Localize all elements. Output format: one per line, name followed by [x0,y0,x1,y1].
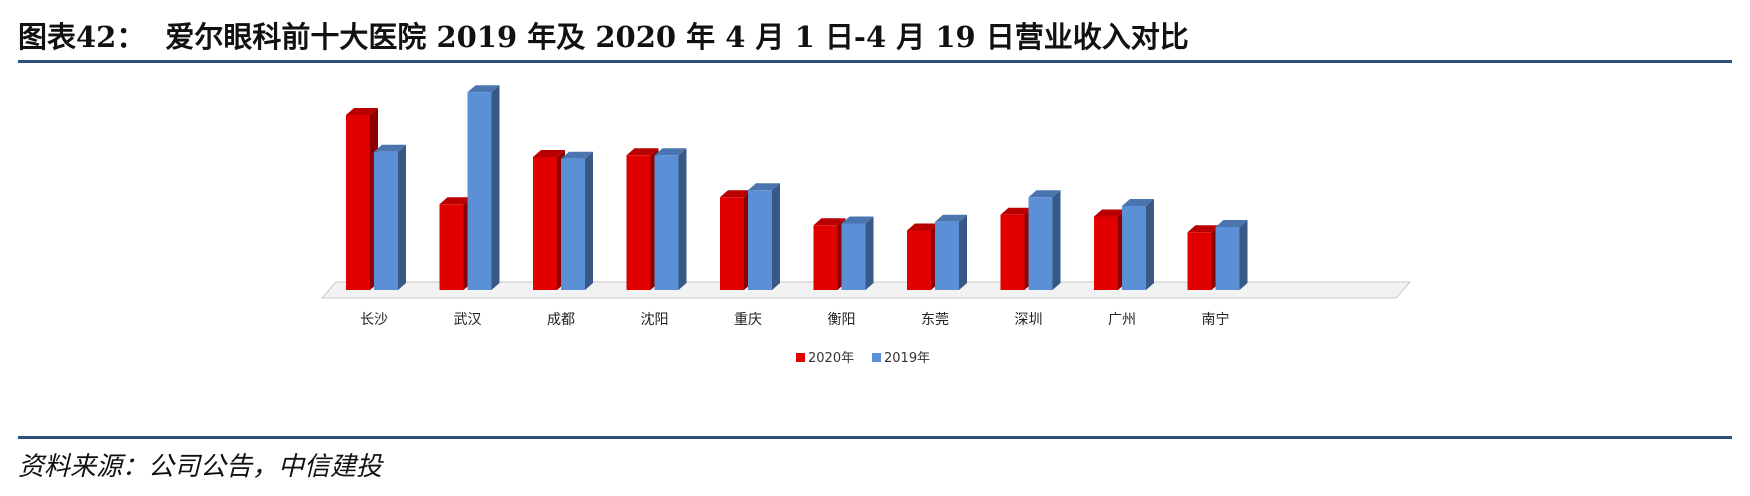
legend-swatch [872,353,881,362]
bar-2020-2 [439,197,472,290]
bar-2020-6 [813,218,846,290]
x-tick-label: 衡阳 [828,312,856,328]
bar-2019-7 [935,214,967,290]
x-tick-label: 东莞 [921,312,949,328]
bar-chart: 长沙 武汉 成都 沈阳 重庆 衡阳 东莞 深圳 广州 南宁 2020年 2019年 [320,85,1412,366]
x-tick-labels: 长沙 武汉 成都 沈阳 重庆 衡阳 东莞 深圳 广州 南宁 [360,311,1230,328]
bar-2020-4 [626,148,659,290]
legend-item-2020: 2020年 [796,351,854,366]
x-tick-label: 沈阳 [641,312,669,328]
title-divider [18,60,1732,63]
bar-2019-2 [467,85,500,290]
legend-label: 2019年 [884,351,930,366]
x-tick-label: 长沙 [360,312,388,328]
bar-2020-10 [1187,225,1220,290]
figure-title-text: 爱尔眼科前十大医院 2019 年及 2020 年 4 月 1 日-4 月 19 … [165,20,1189,54]
bar-2019-1 [374,144,406,290]
bar-2019-6 [841,216,874,290]
bar-2020-5 [720,190,752,290]
source-divider [18,436,1732,439]
x-tick-label: 深圳 [1015,312,1043,328]
bar-2019-5 [748,183,780,290]
source-note: 资料来源：公司公告，中信建投 [18,452,383,482]
legend-item-2019: 2019年 [872,351,930,366]
x-tick-label: 成都 [547,312,575,328]
chart-legend: 2020年 2019年 [796,351,930,366]
legend-swatch [796,353,805,362]
chart-bars-layer [346,85,1248,290]
bar-2019-4 [654,148,687,290]
x-tick-label: 武汉 [454,312,482,328]
x-tick-label: 广州 [1108,312,1136,328]
figure-label: 图表42： [18,20,146,54]
legend-label: 2020年 [808,351,854,366]
bar-2019-3 [561,151,593,290]
bar-2019-9 [1122,199,1154,290]
bar-2020-8 [1000,207,1033,290]
bar-2020-1 [346,108,378,290]
bar-2019-8 [1028,190,1061,290]
bar-2020-9 [1094,209,1126,290]
bar-2020-7 [907,223,939,290]
x-tick-label: 重庆 [734,312,762,328]
x-tick-label: 南宁 [1202,311,1230,328]
figure-title: 图表42： 爱尔眼科前十大医院 2019 年及 2020 年 4 月 1 日-4 … [18,14,1732,56]
bar-2019-10 [1215,220,1248,290]
bar-2020-3 [533,150,565,290]
